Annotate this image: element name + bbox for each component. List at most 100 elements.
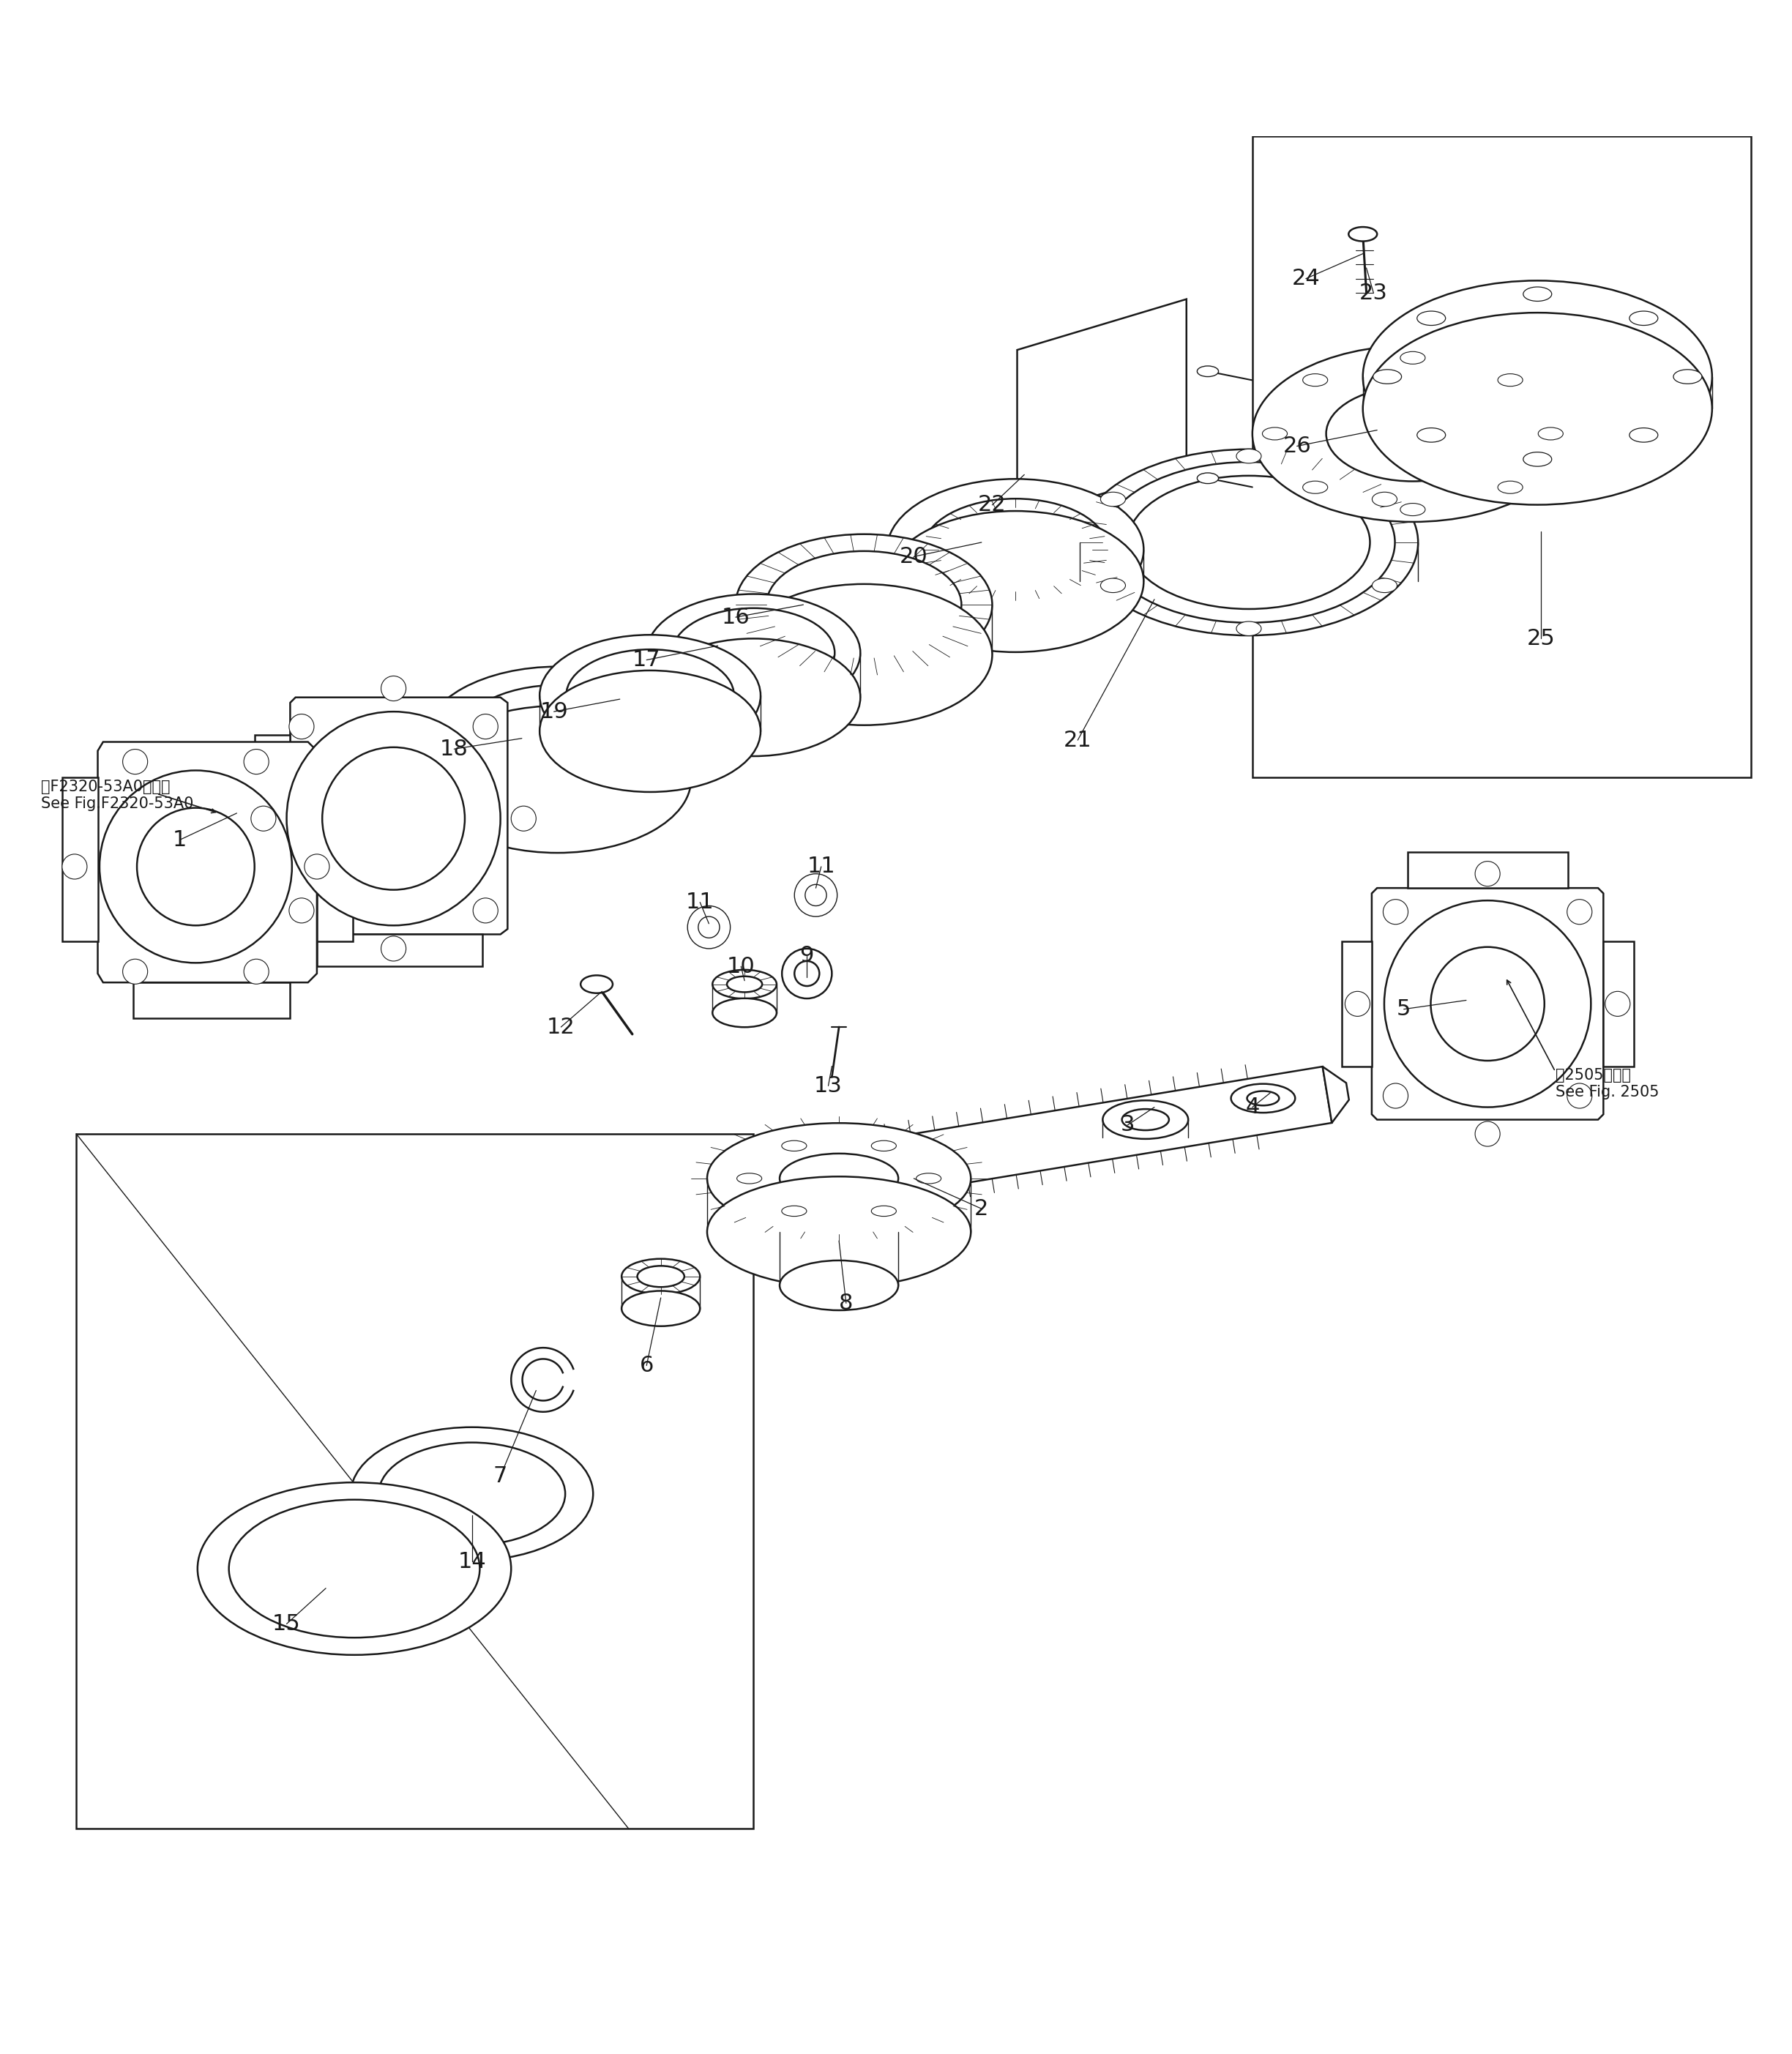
Ellipse shape	[728, 976, 762, 992]
Ellipse shape	[323, 748, 464, 889]
Polygon shape	[317, 935, 482, 967]
Text: 15: 15	[272, 1612, 301, 1635]
Ellipse shape	[916, 1173, 941, 1183]
Ellipse shape	[923, 499, 1107, 600]
Ellipse shape	[136, 807, 254, 926]
Ellipse shape	[251, 805, 276, 832]
Ellipse shape	[781, 949, 831, 998]
Ellipse shape	[1253, 345, 1573, 522]
Text: 4: 4	[1245, 1097, 1260, 1117]
Ellipse shape	[780, 1154, 898, 1204]
Ellipse shape	[122, 959, 147, 984]
Text: 11: 11	[686, 891, 715, 912]
Ellipse shape	[1197, 472, 1219, 483]
Text: 24: 24	[1292, 267, 1321, 290]
Ellipse shape	[622, 1290, 701, 1327]
Ellipse shape	[1383, 1082, 1409, 1109]
Ellipse shape	[1523, 452, 1552, 466]
Ellipse shape	[378, 1442, 564, 1545]
Ellipse shape	[1417, 310, 1446, 325]
Ellipse shape	[1231, 1085, 1296, 1113]
Text: 9: 9	[799, 945, 814, 965]
Ellipse shape	[1364, 312, 1711, 505]
Polygon shape	[290, 698, 507, 935]
Ellipse shape	[708, 1177, 971, 1288]
Polygon shape	[1253, 136, 1751, 778]
Ellipse shape	[1629, 427, 1658, 442]
Ellipse shape	[1373, 370, 1401, 384]
Ellipse shape	[767, 550, 962, 659]
Ellipse shape	[1326, 386, 1500, 481]
Ellipse shape	[1262, 427, 1287, 440]
Ellipse shape	[197, 1483, 511, 1656]
Ellipse shape	[1417, 427, 1446, 442]
Ellipse shape	[780, 1261, 898, 1310]
Text: 13: 13	[814, 1074, 842, 1097]
Text: 8: 8	[839, 1292, 853, 1315]
Ellipse shape	[1373, 579, 1398, 594]
Ellipse shape	[1523, 288, 1552, 302]
Text: 25: 25	[1527, 629, 1555, 649]
Ellipse shape	[1629, 310, 1658, 325]
Ellipse shape	[1383, 900, 1409, 924]
Ellipse shape	[781, 1140, 806, 1150]
Text: 26: 26	[1283, 435, 1312, 456]
Ellipse shape	[1498, 374, 1523, 386]
Ellipse shape	[244, 959, 269, 984]
Text: 22: 22	[978, 495, 1007, 516]
Text: 19: 19	[539, 700, 568, 723]
Ellipse shape	[1566, 900, 1591, 924]
Ellipse shape	[699, 916, 720, 939]
Ellipse shape	[244, 750, 269, 774]
Ellipse shape	[781, 1206, 806, 1216]
Ellipse shape	[305, 854, 330, 879]
Ellipse shape	[1100, 493, 1125, 507]
Ellipse shape	[229, 1499, 480, 1637]
Polygon shape	[814, 1066, 1331, 1206]
Text: 17: 17	[633, 649, 661, 670]
Ellipse shape	[1303, 481, 1328, 493]
Text: 11: 11	[806, 857, 835, 877]
Polygon shape	[1322, 1066, 1349, 1124]
Ellipse shape	[289, 898, 314, 922]
Ellipse shape	[581, 976, 613, 994]
Text: 第2505図参照
See Fig. 2505: 第2505図参照 See Fig. 2505	[1555, 1068, 1659, 1099]
Text: 5: 5	[1396, 998, 1410, 1019]
Ellipse shape	[708, 1124, 971, 1234]
Polygon shape	[99, 741, 317, 982]
Ellipse shape	[794, 961, 819, 986]
Ellipse shape	[1606, 992, 1631, 1017]
Ellipse shape	[1122, 1109, 1168, 1130]
Ellipse shape	[713, 998, 776, 1027]
Text: 20: 20	[900, 546, 928, 567]
Polygon shape	[317, 885, 353, 941]
Ellipse shape	[425, 668, 692, 813]
Ellipse shape	[382, 676, 407, 700]
Ellipse shape	[1566, 1082, 1591, 1109]
Ellipse shape	[1079, 450, 1417, 635]
Ellipse shape	[1538, 427, 1563, 440]
Ellipse shape	[887, 511, 1143, 651]
Ellipse shape	[622, 1259, 701, 1294]
Text: 18: 18	[439, 739, 468, 760]
Text: 2: 2	[975, 1197, 989, 1220]
Ellipse shape	[539, 670, 760, 793]
Polygon shape	[1018, 300, 1186, 520]
Ellipse shape	[1475, 861, 1500, 885]
Ellipse shape	[100, 770, 292, 963]
Text: 第F2320-53A0図参照
See Fig.F2320-53A0: 第F2320-53A0図参照 See Fig.F2320-53A0	[41, 781, 194, 811]
Ellipse shape	[566, 649, 735, 741]
Text: 1: 1	[172, 830, 186, 850]
Text: 14: 14	[457, 1551, 486, 1571]
Ellipse shape	[737, 534, 993, 676]
Text: 23: 23	[1360, 281, 1387, 304]
Ellipse shape	[351, 1428, 593, 1561]
Ellipse shape	[539, 635, 760, 756]
Ellipse shape	[473, 715, 498, 739]
Polygon shape	[1371, 887, 1604, 1119]
Text: 12: 12	[547, 1017, 575, 1037]
Text: 6: 6	[640, 1356, 654, 1376]
Ellipse shape	[1400, 351, 1425, 364]
Ellipse shape	[638, 1265, 685, 1288]
Ellipse shape	[289, 715, 314, 739]
